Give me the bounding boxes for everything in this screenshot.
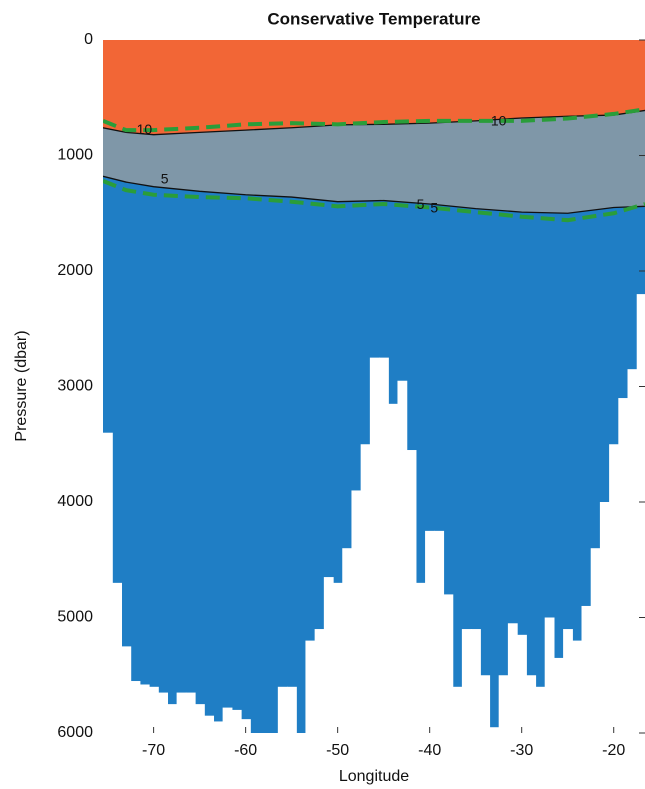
x-tick-label: -40 [418,742,441,759]
seafloor-column [342,548,353,733]
chart-title: Conservative Temperature [267,9,480,28]
seafloor-column [130,681,141,733]
seafloor-column [397,380,408,733]
seafloor-column [360,444,371,733]
contour-label: 10 [491,113,507,129]
y-tick-label: 4000 [57,493,93,510]
seafloor-column [609,444,619,733]
y-tick-label: 2000 [57,262,93,279]
seafloor-column [323,577,334,733]
seafloor-column [553,657,564,733]
seafloor-column [572,640,583,733]
seafloor-column [277,686,288,733]
seafloor-column [434,530,445,733]
y-tick-label: 1000 [57,147,93,164]
x-tick-label: -70 [142,742,165,759]
seafloor-column [581,605,592,733]
contour-label: 10 [137,121,153,137]
seafloor-column [149,686,159,733]
seafloor-column [204,715,215,733]
seafloor-column [415,582,426,733]
contour-label: 5 [161,170,169,186]
seafloor-column [388,403,399,733]
axes: 0 1000 2000 3000 4000 5000 6000 -70 -60 -50 -40 -30… [57,31,645,759]
seafloor-column [314,629,325,733]
seafloor-column [231,709,242,733]
seafloor-column [599,502,610,733]
estimate-line [103,107,645,133]
seafloor-column [618,398,629,733]
x-tick-label: -30 [510,742,533,759]
seafloor-column [103,432,113,733]
x-tick-label: -50 [326,742,349,759]
seafloor-column [590,548,601,733]
seafloor-column [333,582,343,733]
x-tick-label: -60 [234,742,257,759]
seafloor-column [627,369,638,733]
seafloor-column [461,629,472,733]
y-tick-label: 0 [84,31,93,48]
seafloor-column [471,629,481,733]
seafloor-column [112,582,123,733]
y-axis-label: Pressure (dbar) [13,330,30,441]
y-tick-label: 6000 [57,724,93,741]
seafloor-column [287,686,297,733]
seafloor-column [425,530,435,733]
estimate-line [103,179,645,223]
x-tick-label: -20 [602,742,625,759]
x-axis-label: Longitude [339,768,409,785]
y-tick-label: 3000 [57,378,93,395]
seafloor-column [351,490,362,733]
seafloor-column [443,594,454,733]
contour-label: 5 [430,199,438,215]
seafloor-column [544,617,555,733]
y-tick-label: 5000 [57,609,93,626]
seafloor-column [167,704,178,733]
seafloor-column [498,675,509,733]
seafloor-column [379,357,389,733]
seafloor-column [176,692,187,733]
seafloor-column [121,646,132,733]
seafloor-column [158,692,169,733]
seafloor-column [222,707,233,733]
seafloor-column [185,692,196,733]
seafloor-column [480,675,491,733]
seafloor-column [241,719,251,733]
seafloor-column [535,686,546,733]
contour-line [103,175,645,214]
seafloor-column [305,640,316,733]
seafloor-column [489,727,500,733]
seafloor-column [406,450,417,733]
seafloor-column [507,623,518,733]
seafloor-column [636,294,645,733]
seafloor-column [526,675,537,733]
seafloor-column [369,357,380,733]
seafloor-column [517,634,527,733]
seafloor-column [563,629,573,733]
seafloor-column [139,684,150,733]
seafloor-column [195,704,205,733]
contour-label: 5 [417,196,425,212]
seafloor-column [452,686,463,733]
seafloor-column [213,721,224,733]
